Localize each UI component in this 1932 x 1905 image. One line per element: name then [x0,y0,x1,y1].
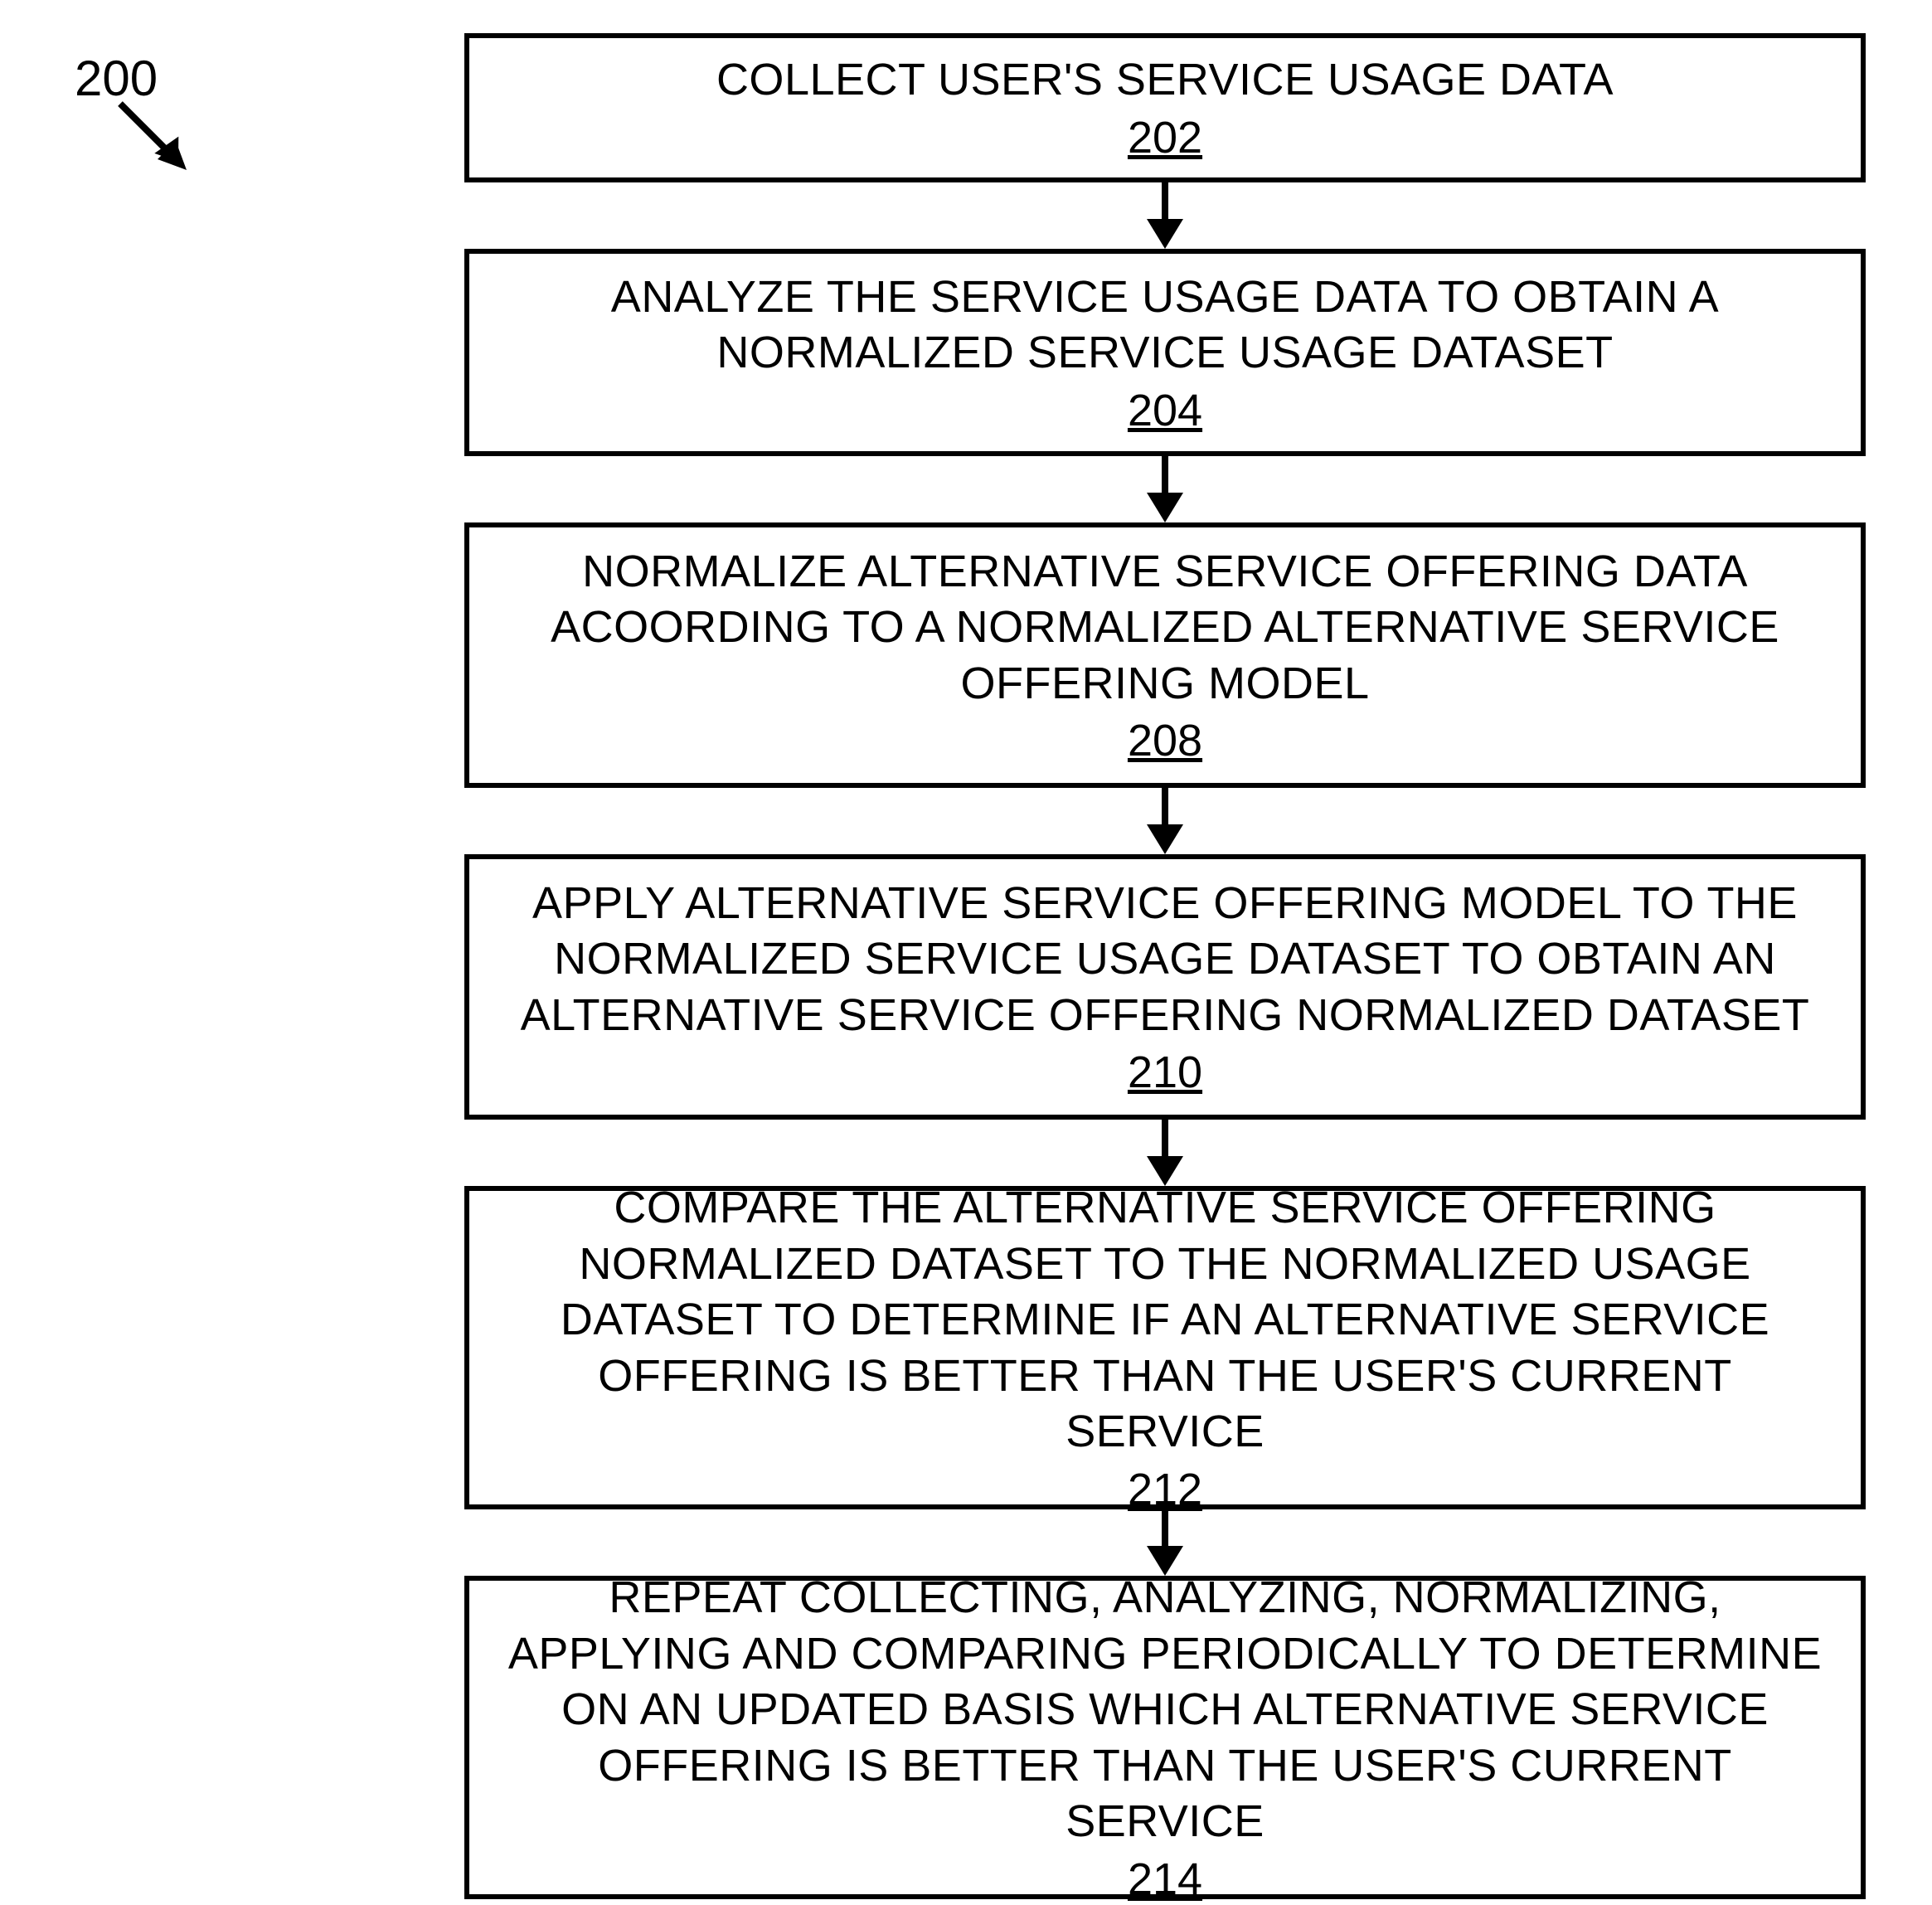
arrow-shaft [1162,456,1168,493]
flow-step-204: ANALYZE THE SERVICE USAGE DATA TO OBTAIN… [464,249,1866,456]
arrow-head-icon [1147,219,1183,249]
flow-step-text: COMPARE THE ALTERNATIVE SERVICE OFFERING… [502,1180,1828,1460]
arrow-shaft [1162,1120,1168,1156]
flow-step-202: COLLECT USER'S SERVICE USAGE DATA202 [464,33,1866,182]
arrow-head-icon [1147,1156,1183,1186]
arrow-head-icon [1147,824,1183,854]
figure-pointer-arrow [108,91,207,191]
flow-step-text: ANALYZE THE SERVICE USAGE DATA TO OBTAIN… [502,270,1828,381]
flow-step-ref: 214 [1128,1854,1202,1905]
arrow-shaft [1162,182,1168,219]
flow-step-ref: 208 [1128,715,1202,766]
flow-step-ref: 202 [1128,112,1202,163]
flow-step-ref: 210 [1128,1047,1202,1098]
arrow-head-icon [1147,1546,1183,1576]
flow-step-214: REPEAT COLLECTING, ANALYZING, NORMALIZIN… [464,1576,1866,1899]
flow-step-ref: 204 [1128,385,1202,436]
arrow-shaft [1162,788,1168,824]
flow-step-text: COLLECT USER'S SERVICE USAGE DATA [716,52,1614,109]
flow-step-text: APPLY ALTERNATIVE SERVICE OFFERING MODEL… [502,876,1828,1044]
arrow-shaft [1162,1509,1168,1546]
flow-step-208: NORMALIZE ALTERNATIVE SERVICE OFFERING D… [464,522,1866,788]
flow-step-210: APPLY ALTERNATIVE SERVICE OFFERING MODEL… [464,854,1866,1120]
flow-step-212: COMPARE THE ALTERNATIVE SERVICE OFFERING… [464,1186,1866,1509]
flow-step-ref: 212 [1128,1464,1202,1515]
flowchart-canvas: 200 COLLECT USER'S SERVICE USAGE DATA202… [0,0,1932,1853]
flow-step-text: NORMALIZE ALTERNATIVE SERVICE OFFERING D… [502,544,1828,712]
flow-step-text: REPEAT COLLECTING, ANALYZING, NORMALIZIN… [502,1570,1828,1850]
arrow-head-icon [1147,493,1183,522]
